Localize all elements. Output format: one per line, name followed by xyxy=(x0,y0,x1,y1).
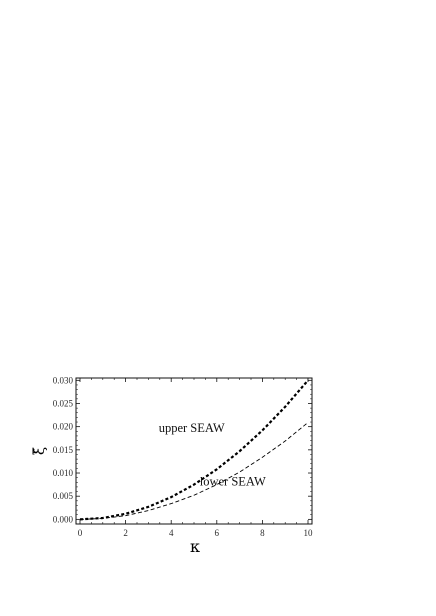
y-tick-label: 0.020 xyxy=(53,422,74,432)
series xyxy=(79,379,309,521)
annotations: upper SEAW lower SEAW xyxy=(159,421,266,488)
annotation-lower-seaw: lower SEAW xyxy=(200,475,266,489)
x-axis-title: κ xyxy=(190,537,200,556)
series-line-upper-seaw xyxy=(79,379,309,521)
x-tick-label: 0 xyxy=(78,528,83,538)
y-tick-label: 0.000 xyxy=(53,514,74,524)
y-tick-label: 0.015 xyxy=(53,445,74,455)
y-axis-title: ξ̃ xyxy=(30,447,48,455)
x-tick-label: 6 xyxy=(215,528,220,538)
y-tick-label: 0.010 xyxy=(53,468,74,478)
x-tick-label: 2 xyxy=(123,528,128,538)
y-tick-label: 0.030 xyxy=(53,375,74,385)
y-tick-label: 0.005 xyxy=(53,491,74,501)
x-tick-label: 4 xyxy=(169,528,174,538)
ticks: 0 2 4 6 8 10 0.000 0.005 0.010 0.015 0.020 0.025 0.0… xyxy=(53,375,313,538)
series-line-lower-seaw xyxy=(79,422,309,520)
plot-frame xyxy=(75,377,313,525)
annotation-upper-seaw: upper SEAW xyxy=(159,421,225,435)
x-tick-label: 10 xyxy=(304,528,314,538)
x-tick-label: 8 xyxy=(260,528,265,538)
y-tick-label: 0.025 xyxy=(53,398,74,408)
